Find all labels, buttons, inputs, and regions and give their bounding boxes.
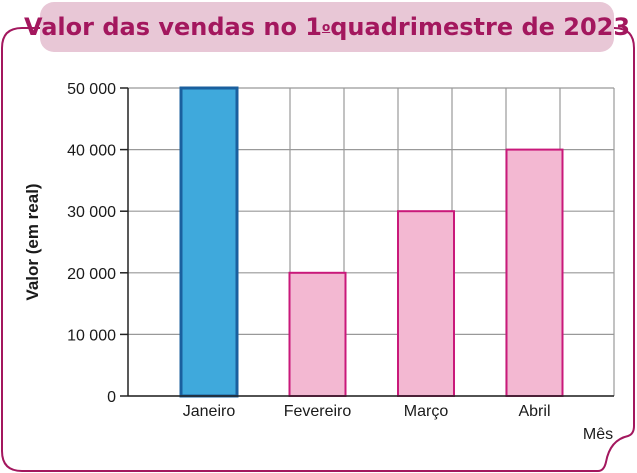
- axes: [120, 87, 614, 397]
- y-tick-label-5: 50 000: [67, 81, 116, 98]
- bar-março: [397, 210, 455, 397]
- y-tick-label-4: 40 000: [67, 143, 116, 160]
- y-tick-label-1: 10 000: [67, 327, 116, 344]
- chart-title-suffix: quadrimestre de 2023: [330, 13, 631, 41]
- x-tick-label-abril: Abril: [518, 403, 550, 420]
- y-tick-label-2: 20 000: [67, 266, 116, 283]
- y-tick-label-0: 0: [107, 389, 116, 406]
- x-axis-label: Mês: [583, 426, 613, 443]
- chart-title-ordinal: o: [321, 20, 331, 34]
- chart-title-prefix: Valor das vendas no 1: [23, 13, 322, 41]
- bar-janeiro: [179, 86, 239, 398]
- x-tick-label-fevereiro: Fevereiro: [284, 403, 352, 420]
- bar-fevereiro: [288, 271, 347, 397]
- bar-abril: [505, 148, 564, 397]
- y-tick-label-3: 30 000: [67, 204, 116, 221]
- y-tick-labels: 0 10 000 20 000 30 000 40 000 50 000: [67, 81, 116, 406]
- x-tick-labels: Janeiro Fevereiro Março Abril: [183, 403, 551, 420]
- y-axis-label: Valor (em real): [23, 183, 42, 300]
- bars: [179, 86, 564, 398]
- x-tick-label-janeiro: Janeiro: [183, 403, 236, 420]
- x-tick-label-março: Março: [404, 403, 449, 420]
